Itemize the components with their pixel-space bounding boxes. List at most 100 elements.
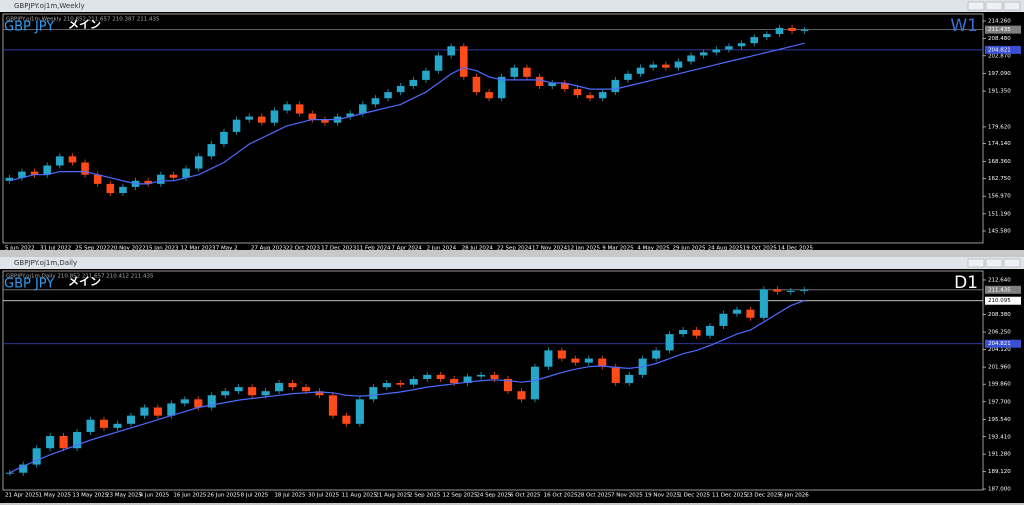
y-tick-label: 204.120 <box>988 347 1011 353</box>
y-tick-label: 201.960 <box>988 365 1011 371</box>
candle <box>598 358 607 367</box>
x-tick-label: 15 Jan 2023 <box>146 246 179 252</box>
candle <box>611 79 620 93</box>
x-tick-label: 11 Aug 2025 <box>342 493 378 499</box>
x-tick-label: 2 Sep 2025 <box>409 493 441 499</box>
candle <box>384 92 392 99</box>
y-tick-label: 208.380 <box>988 312 1011 318</box>
x-tick-label: 4 Jun 2025 <box>140 493 170 499</box>
candle <box>450 378 459 384</box>
candle <box>773 289 782 292</box>
x-tick-label: 11 Dec 2025 <box>712 493 748 499</box>
candle <box>288 383 297 388</box>
candle <box>93 174 102 184</box>
x-tick-label: 29 Jun 2025 <box>672 246 706 252</box>
x-tick-label: 23 Dec 2025 <box>746 493 782 499</box>
candle <box>182 168 190 178</box>
candle <box>712 49 721 53</box>
candle <box>409 79 418 87</box>
x-tick-label: 6 Oct 2025 <box>510 493 541 499</box>
window-button[interactable] <box>1003 258 1021 268</box>
candle <box>472 76 481 93</box>
candle <box>759 289 768 318</box>
candle <box>497 76 506 99</box>
window-button[interactable] <box>1003 1 1021 11</box>
candle <box>258 116 266 123</box>
candle <box>662 64 670 68</box>
candle <box>140 407 149 416</box>
x-tick-label: 1 May 2025 <box>39 493 72 499</box>
candle <box>725 46 733 50</box>
x-tick-label: 12 Sep 2025 <box>443 493 478 499</box>
y-tick-label: 195.540 <box>988 417 1011 423</box>
y-tick-label: 193.410 <box>988 434 1011 440</box>
candle <box>510 67 519 77</box>
level-label: 211.435 <box>988 27 1011 33</box>
candle <box>485 92 493 99</box>
candle <box>436 374 445 379</box>
candle <box>544 350 553 367</box>
candle <box>800 29 809 31</box>
candle <box>106 183 115 194</box>
candle <box>308 113 317 120</box>
y-tick-label: 197.090 <box>988 71 1011 77</box>
x-tick-label: 21 Apr 2025 <box>5 493 40 499</box>
candle <box>665 334 674 351</box>
title-bar <box>0 0 1024 12</box>
candle <box>611 366 620 384</box>
candle <box>234 387 243 392</box>
candle <box>571 358 580 363</box>
x-tick-label: 20 Nov 2022 <box>110 246 145 252</box>
y-tick-label: 187.000 <box>988 487 1011 493</box>
symbol-label: GBP JPY <box>4 277 54 292</box>
candle <box>598 92 607 99</box>
tag-label: メイン <box>68 275 101 288</box>
candle <box>503 378 513 392</box>
candle <box>732 309 741 314</box>
x-tick-label: 14 Dec 2025 <box>778 246 814 252</box>
x-tick-label: 12 Mar 2023 <box>181 246 216 252</box>
candle <box>737 43 746 47</box>
window-button[interactable] <box>967 1 985 11</box>
candle <box>625 374 634 384</box>
candle <box>207 395 216 408</box>
candle <box>169 174 178 178</box>
window-button[interactable] <box>985 258 1003 268</box>
candle <box>699 52 708 56</box>
candle <box>221 391 230 396</box>
candle <box>261 391 270 396</box>
candle <box>275 383 284 392</box>
window-button[interactable] <box>967 258 985 268</box>
candle <box>295 104 304 114</box>
y-tick-label: 179.620 <box>988 124 1011 130</box>
candle <box>396 383 405 385</box>
candle <box>19 464 28 473</box>
level-label: 210.095 <box>988 298 1011 304</box>
chart-area <box>0 12 1024 250</box>
x-tick-label: 19 Nov 2025 <box>645 493 681 499</box>
tag-label: メイン <box>68 18 101 31</box>
window-button[interactable] <box>985 1 1003 11</box>
y-tick-label: 199.860 <box>988 382 1011 388</box>
level-label: 204.821 <box>988 47 1011 53</box>
level-tag <box>985 25 1021 34</box>
candle <box>692 330 701 336</box>
candle <box>409 378 418 385</box>
window-title: GBPJPY.oj1m,Daily <box>14 259 77 267</box>
chart-info: GBPJPY.oj1m,Weekly 210.852 211.657 210.3… <box>6 17 160 23</box>
plot-border <box>2 270 984 491</box>
candle <box>719 313 728 326</box>
candle <box>346 113 354 117</box>
candle <box>46 436 55 449</box>
candle <box>548 82 556 87</box>
candle <box>30 171 39 175</box>
candle <box>382 383 391 388</box>
x-tick-label: 4 May 2025 <box>637 246 670 252</box>
candle <box>800 289 809 291</box>
candle <box>157 174 165 184</box>
candle <box>248 387 257 396</box>
level-tag <box>985 285 1021 294</box>
level-label: 204.821 <box>988 341 1011 347</box>
x-tick-label: 31 Jul 2022 <box>40 246 71 252</box>
